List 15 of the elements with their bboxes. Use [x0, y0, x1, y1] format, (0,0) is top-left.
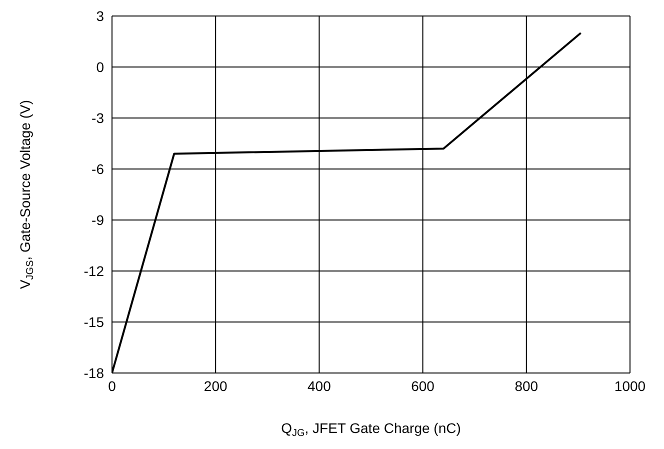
- y-tick-label: -9: [92, 212, 104, 228]
- y-tick-label: -12: [84, 262, 104, 279]
- x-tick-label: 200: [204, 378, 228, 394]
- x-tick-label: 800: [514, 378, 538, 394]
- y-tick-label: 3: [96, 8, 104, 24]
- x-axis-title: Q$_{JG}$, JFET Gate Charge (nC): [281, 420, 461, 438]
- y-tick-label: -15: [84, 314, 104, 330]
- x-tick-label: 0: [108, 378, 116, 394]
- y-tick-label: -6: [92, 160, 104, 177]
- y-tick-label: -3: [92, 110, 104, 126]
- x-tick-label: 1000: [614, 378, 646, 394]
- x-tick-label: 600: [411, 378, 435, 394]
- y-tick-label: 0: [96, 58, 104, 75]
- x-tick-label: 400: [308, 378, 332, 394]
- y-tick-label: -18: [84, 364, 104, 381]
